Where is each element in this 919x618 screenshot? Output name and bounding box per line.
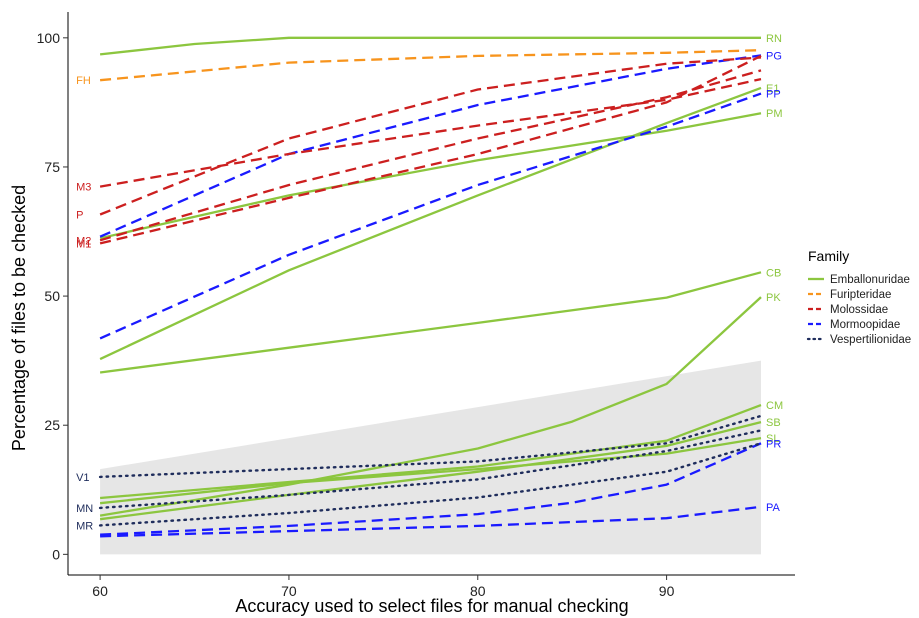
- series-label-cb: CB: [766, 267, 781, 279]
- series-label-cm: CM: [766, 400, 783, 412]
- series-label-e1: E1: [766, 83, 779, 95]
- x-tick-label-80: 80: [470, 583, 486, 599]
- series-line-cb: [99, 271, 762, 374]
- series-line-pa: [100, 505, 762, 538]
- series-label-m2: M2: [76, 235, 91, 247]
- series-label-sl: SL: [766, 433, 779, 445]
- series-label-sb: SB: [766, 417, 781, 429]
- y-tick-label-0: 0: [52, 546, 60, 562]
- y-tick-label-50: 50: [44, 288, 60, 304]
- series-label-pk: PK: [766, 292, 781, 304]
- series-line-rn: [99, 36, 761, 56]
- series-label-fh: FH: [76, 75, 91, 87]
- series-line-v1: [98, 414, 763, 479]
- legend-label-vespertilionidae: Vespertilionidae: [830, 334, 911, 346]
- series-label-pa: PA: [766, 502, 781, 514]
- series-line-sb: [99, 420, 762, 521]
- series-line-pm: [99, 112, 762, 240]
- series-label-p: P: [76, 210, 83, 222]
- series-line-m2: [99, 69, 762, 242]
- series-label-mr: MR: [76, 520, 93, 532]
- series-line-m1: [99, 54, 762, 245]
- legend-label-furipteridae: Furipteridae: [830, 289, 891, 301]
- series-line-p: [99, 56, 762, 216]
- x-tick-label-60: 60: [92, 583, 108, 599]
- series-line-sl: [99, 436, 762, 505]
- axes: 60 70 80 90 0 25 50 75 100: [37, 12, 795, 599]
- x-tick-label-90: 90: [659, 583, 675, 599]
- series-line-fh: [99, 49, 762, 82]
- series-label-v1: V1: [76, 472, 89, 484]
- series-line-mn: [98, 429, 763, 510]
- series-label-m1: M1: [76, 238, 91, 250]
- y-tick-label-100: 100: [37, 30, 61, 46]
- series-line-cm: [100, 404, 762, 500]
- legend-title: Family: [808, 248, 849, 264]
- series-label-mn: MN: [76, 503, 93, 515]
- y-tick-label-25: 25: [44, 417, 60, 433]
- legend-label-mormoopidae: Mormoopidae: [830, 319, 900, 331]
- series-label-pr: PR: [766, 438, 781, 450]
- legend-label-emballonuridae: Emballonuridae: [830, 274, 910, 286]
- series-line-m3: [99, 77, 762, 188]
- series-line-pp: [99, 92, 762, 340]
- legend-label-molossidae: Molossidae: [830, 304, 888, 316]
- series-line-pg: [99, 54, 762, 238]
- series-label-pm: PM: [766, 108, 783, 120]
- series-label-rn: RN: [766, 33, 782, 45]
- series-label-pg: PG: [766, 50, 782, 62]
- y-axis-title: Percentage of files to be checked: [9, 185, 29, 451]
- legend: Family Emballonuridae Furipteridae Molossi…: [806, 248, 911, 346]
- series-line-pr: [100, 442, 762, 536]
- y-tick-label-75: 75: [44, 159, 60, 175]
- series-line-mr: [98, 442, 763, 527]
- series-line-e1: [99, 86, 762, 361]
- series-label-m3: M3: [76, 182, 91, 194]
- x-tick-label-70: 70: [281, 583, 297, 599]
- series-label-pp: PP: [766, 89, 781, 101]
- x-axis-title: Accuracy used to select files for manual…: [235, 596, 628, 616]
- series-line-pk: [99, 296, 762, 517]
